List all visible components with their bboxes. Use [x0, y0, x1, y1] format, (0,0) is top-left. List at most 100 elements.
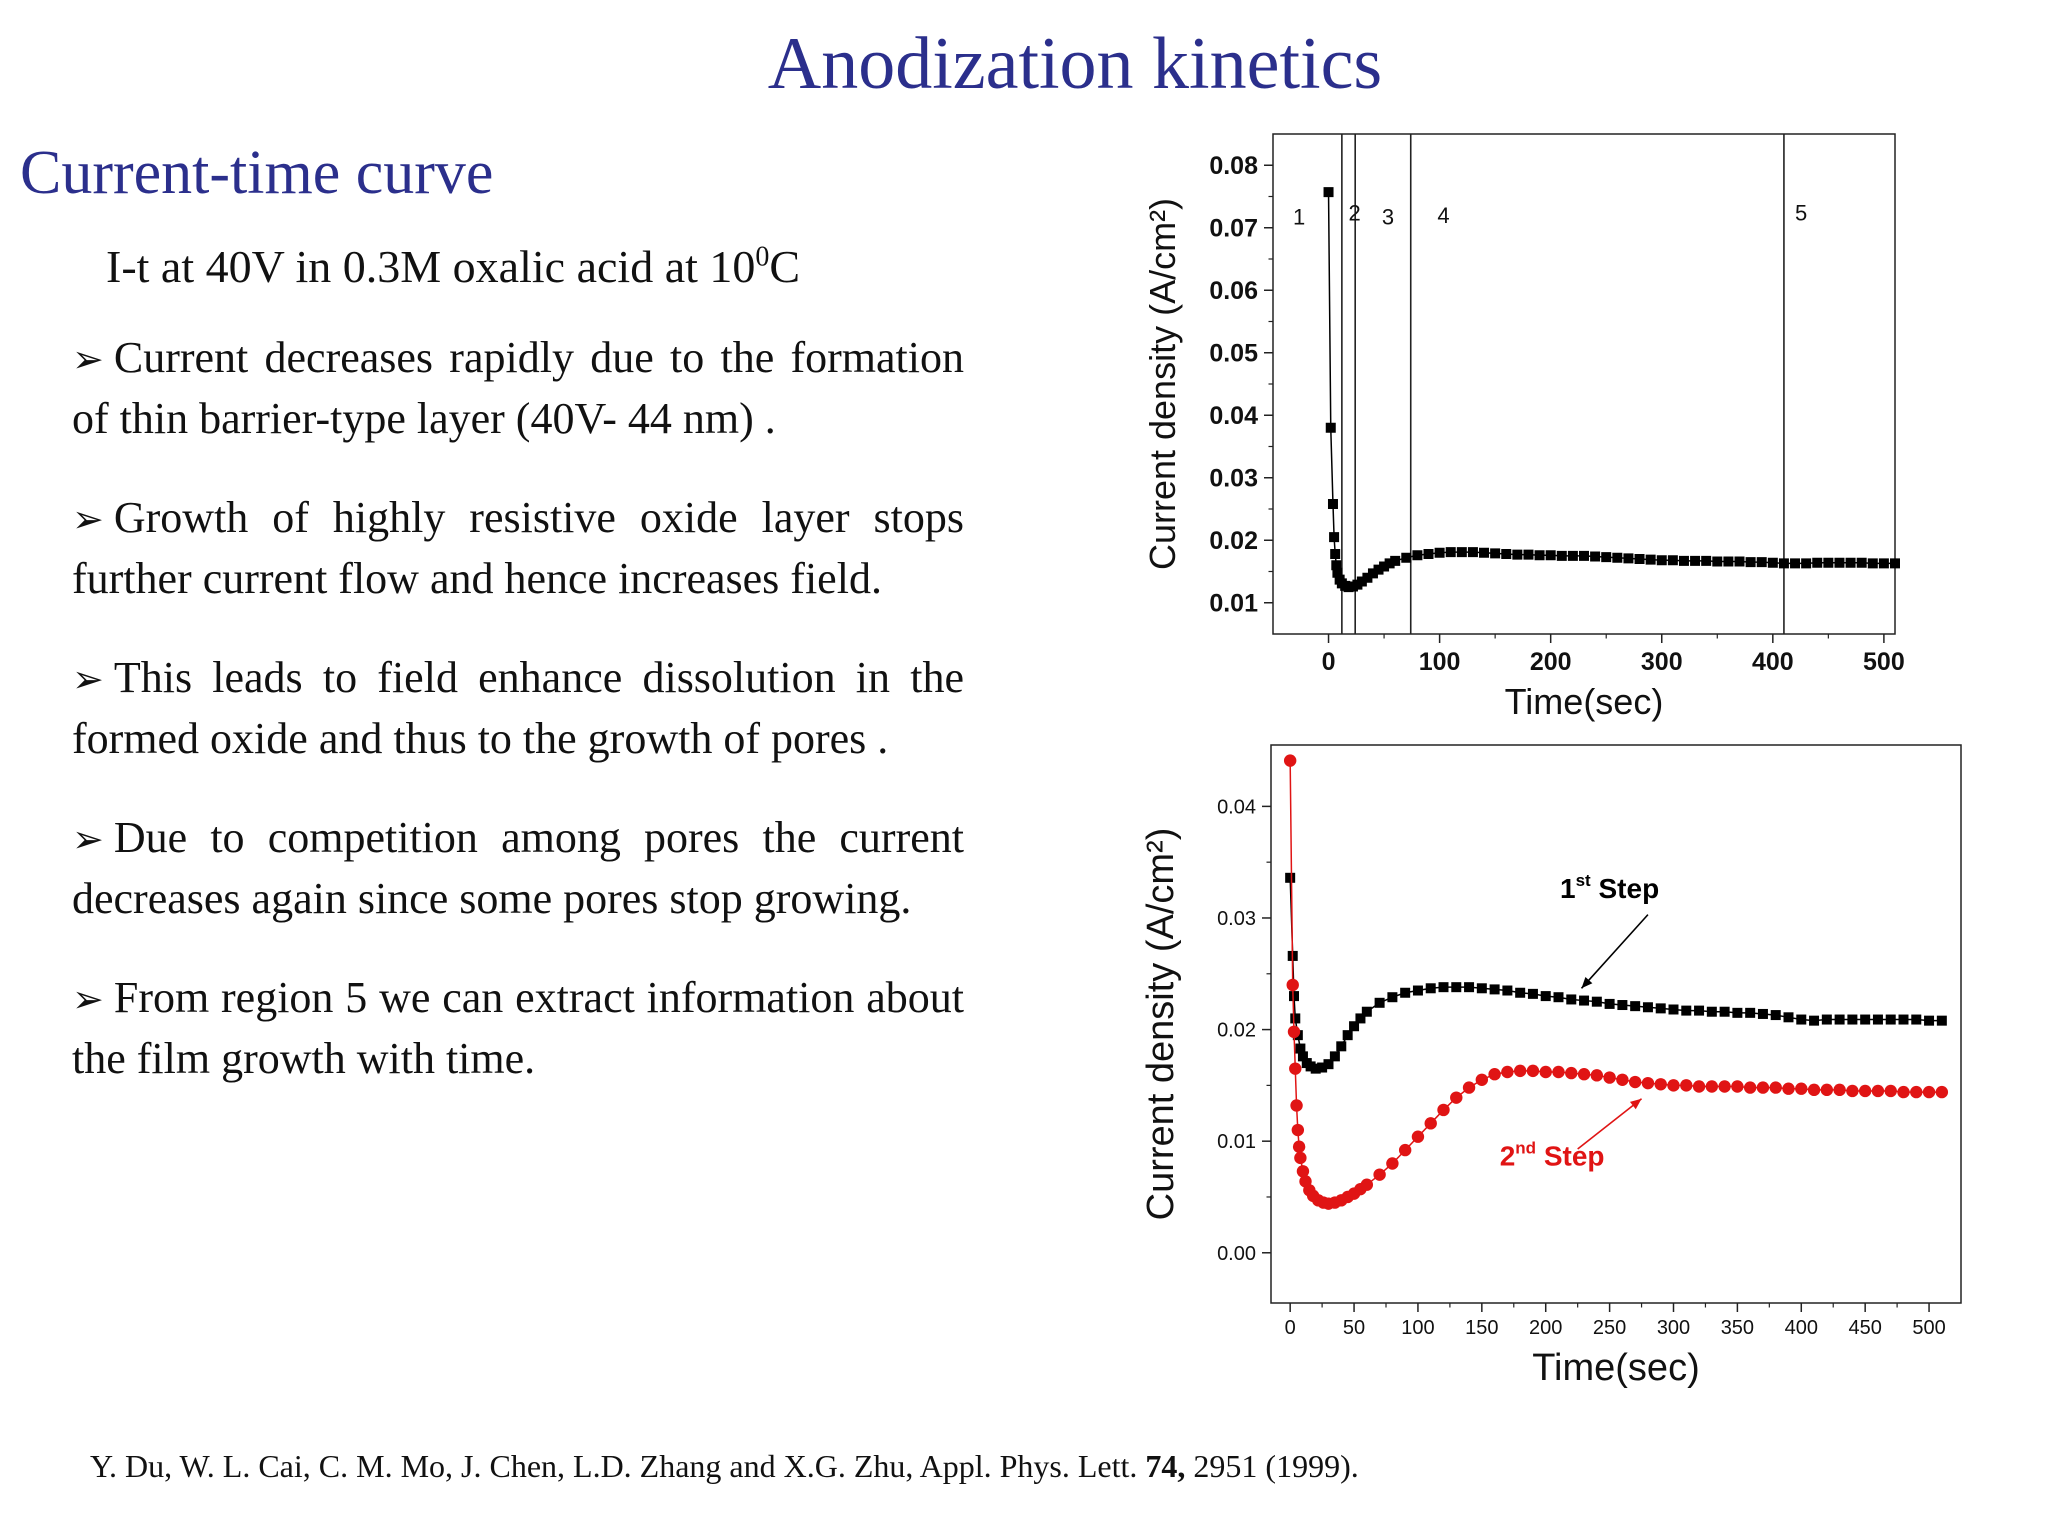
data-point: [1479, 547, 1490, 558]
data-point: [1706, 1006, 1717, 1017]
x-tick-label: 200: [1530, 648, 1572, 676]
data-point: [1387, 992, 1398, 1003]
data-point: [1434, 547, 1445, 558]
data-point: [1423, 549, 1434, 559]
slide-title: Anodization kinetics: [767, 23, 1383, 105]
reference-authors: Y. Du, W. L. Cai, C. M. Mo, J. Chen, L.D…: [90, 1448, 1146, 1484]
data-point: [1553, 992, 1564, 1003]
data-point: [1812, 557, 1823, 568]
data-point: [1379, 561, 1390, 572]
data-point: [1719, 1006, 1730, 1017]
data-point: [1734, 556, 1745, 567]
data-point: [1556, 550, 1567, 561]
data-point: [1294, 1151, 1307, 1165]
data-point: [1778, 558, 1789, 569]
y-tick-label: 0.00: [1217, 1243, 1256, 1265]
bullet-arrow-icon: ➢: [72, 497, 104, 541]
data-point: [1591, 996, 1602, 1007]
section-title: Current-time curve: [20, 139, 494, 207]
bullet-item: ➢ Growth of highly resistive oxide layer …: [72, 488, 964, 608]
data-point: [1655, 1003, 1666, 1014]
data-point: [1645, 554, 1656, 565]
data-point: [1285, 872, 1296, 883]
bullet-item: ➢ Current decreases rapidly due to the fo…: [72, 328, 964, 448]
x-tick-label: 350: [1721, 1317, 1754, 1339]
y-tick-label: 0.07: [1209, 215, 1258, 243]
data-point: [1809, 1015, 1820, 1026]
x-tick-label: 150: [1465, 1317, 1498, 1339]
bullet-item: ➢ Due to competition among pores the curr…: [72, 808, 964, 928]
y-tick-label: 0.03: [1209, 465, 1258, 493]
data-point: [1897, 1085, 1910, 1099]
region-label: 2: [1349, 200, 1361, 225]
data-point: [1867, 558, 1878, 569]
data-point: [1846, 1084, 1859, 1098]
data-point: [1424, 1117, 1437, 1130]
data-point: [1756, 1081, 1770, 1094]
data-point: [1349, 1021, 1360, 1032]
data-point: [1523, 549, 1534, 560]
data-point: [1678, 555, 1689, 566]
data-point: [1858, 1084, 1872, 1098]
x-tick-label: 400: [1785, 1317, 1818, 1339]
data-point: [1630, 1001, 1641, 1012]
data-point: [1327, 499, 1338, 509]
data-point: [1289, 1062, 1302, 1075]
data-point: [1872, 1014, 1883, 1025]
data-point: [1476, 983, 1487, 994]
data-point: [1767, 557, 1778, 568]
y-tick-label: 0.02: [1217, 1020, 1256, 1042]
data-point: [1743, 1081, 1757, 1094]
series-line: [1289, 760, 1942, 1205]
data-point: [1355, 1013, 1366, 1024]
y-tick-label: 0.02: [1209, 527, 1258, 555]
data-point: [1612, 552, 1623, 563]
data-point: [1360, 1178, 1374, 1191]
data-point: [1567, 550, 1578, 561]
data-point: [1489, 984, 1500, 995]
x-tick-label: 500: [1912, 1317, 1945, 1339]
data-point: [1834, 557, 1845, 568]
condition-text: I-t at 40V in 0.3M oxalic acid at 10: [106, 241, 756, 292]
data-point: [1616, 1073, 1629, 1086]
series-line: [1327, 192, 1895, 588]
data-point: [1295, 1043, 1306, 1054]
data-point: [1445, 547, 1456, 558]
data-point: [1745, 557, 1756, 568]
y-tick-label: 0.04: [1217, 796, 1256, 818]
data-point: [1628, 1075, 1642, 1089]
reference-citation: Y. Du, W. L. Cai, C. M. Mo, J. Chen, L.D…: [90, 1448, 1359, 1485]
x-tick-label: 0: [1285, 1317, 1296, 1339]
data-point: [1386, 1157, 1399, 1170]
data-point: [1367, 568, 1378, 579]
data-point: [1552, 1065, 1565, 1079]
bullet-item: ➢ This leads to field enhance dissolution…: [72, 648, 964, 768]
data-point: [1323, 187, 1334, 198]
x-tick-label: 450: [1848, 1317, 1881, 1339]
data-point: [1910, 1085, 1923, 1099]
data-point: [1681, 1005, 1692, 1016]
data-point: [1801, 558, 1812, 569]
bullet-list: ➢ Current decreases rapidly due to the fo…: [72, 328, 964, 1128]
data-point: [1490, 548, 1501, 559]
data-point: [1577, 1068, 1591, 1081]
data-point: [1450, 1091, 1463, 1104]
data-point: [1512, 549, 1523, 560]
data-point: [1336, 1041, 1347, 1052]
data-point: [1694, 1005, 1705, 1016]
data-point: [1565, 1066, 1578, 1080]
data-point: [1566, 994, 1577, 1005]
reference-volume: 74,: [1145, 1448, 1186, 1484]
data-point: [1579, 995, 1590, 1006]
data-point: [1356, 576, 1367, 587]
data-point: [1821, 1014, 1832, 1025]
data-point: [1623, 553, 1634, 564]
data-point: [1501, 549, 1512, 559]
data-point: [1317, 1062, 1328, 1073]
y-tick-label: 0.03: [1217, 908, 1256, 930]
series-annotation: 2nd Step: [1500, 1139, 1605, 1172]
bullet-text: Growth of highly resistive oxide layer s…: [72, 493, 964, 603]
data-point: [1833, 1083, 1846, 1097]
annotation-arrow: [1580, 914, 1649, 989]
x-axis-label: Time(sec): [1505, 681, 1664, 722]
